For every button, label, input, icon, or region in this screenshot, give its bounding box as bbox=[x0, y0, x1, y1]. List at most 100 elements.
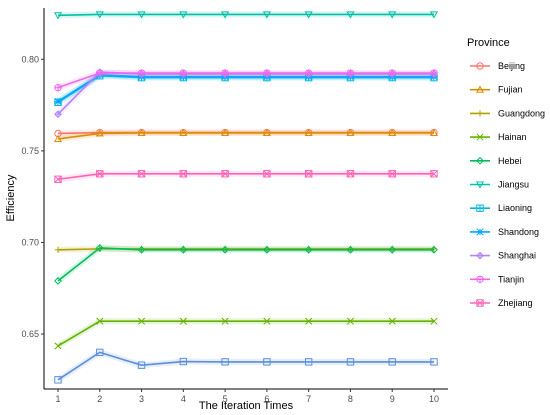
data-point bbox=[346, 11, 355, 19]
data-point bbox=[54, 175, 62, 183]
y-tick-label: 0.80 bbox=[21, 54, 39, 64]
x-tick-label: 7 bbox=[306, 394, 311, 404]
data-point bbox=[137, 170, 146, 178]
y-tick-label: 0.65 bbox=[21, 329, 39, 339]
data-point bbox=[262, 11, 271, 19]
data-point bbox=[221, 317, 229, 325]
data-point bbox=[388, 245, 397, 254]
data-point bbox=[221, 170, 229, 178]
legend-key-marker bbox=[475, 181, 485, 189]
series-line bbox=[57, 72, 434, 89]
data-point bbox=[96, 170, 104, 178]
legend: Province Beijing Fujian Guangdong Hainan Heb… bbox=[467, 37, 545, 308]
data-point bbox=[95, 244, 104, 252]
data-point bbox=[262, 128, 271, 136]
data-point bbox=[137, 128, 146, 136]
data-point bbox=[346, 245, 355, 254]
data-point bbox=[221, 128, 230, 136]
series-hainan bbox=[54, 317, 438, 350]
data-point bbox=[221, 128, 230, 136]
series-line bbox=[57, 74, 434, 104]
legend-key-marker bbox=[476, 62, 484, 70]
data-point bbox=[346, 69, 355, 77]
data-point bbox=[429, 11, 439, 19]
series-hebei bbox=[54, 244, 438, 285]
data-point bbox=[221, 245, 230, 254]
y-axis-title: Efficiency bbox=[5, 174, 17, 221]
data-point bbox=[388, 358, 396, 366]
data-point bbox=[388, 245, 397, 254]
data-point bbox=[96, 348, 104, 357]
data-point bbox=[54, 83, 62, 92]
data-point bbox=[137, 245, 146, 254]
legend-label: Guangdong bbox=[498, 108, 545, 118]
data-point bbox=[262, 245, 271, 254]
x-tick-label: 10 bbox=[429, 394, 439, 404]
y-ticks: 0.65 0.70 0.75 0.80 bbox=[21, 54, 44, 339]
data-point bbox=[346, 170, 355, 178]
legend-item-jiangsu: Jiangsu bbox=[470, 180, 529, 190]
data-point bbox=[388, 69, 396, 77]
data-point bbox=[430, 317, 438, 325]
y-tick-label: 0.75 bbox=[21, 146, 39, 156]
data-point bbox=[430, 245, 438, 254]
series-unnamed bbox=[54, 348, 438, 384]
data-point bbox=[179, 69, 188, 77]
data-point bbox=[221, 11, 230, 19]
data-point bbox=[429, 128, 439, 136]
legend-label: Shanghai bbox=[498, 251, 536, 261]
data-point bbox=[53, 12, 63, 20]
series-line bbox=[57, 172, 434, 181]
data-point bbox=[346, 245, 355, 254]
data-point bbox=[304, 128, 313, 136]
data-point bbox=[137, 128, 146, 136]
data-point bbox=[54, 246, 62, 253]
x-axis-title: The Iteration Times bbox=[199, 400, 294, 412]
data-point bbox=[430, 358, 438, 366]
data-point bbox=[137, 11, 146, 19]
data-point bbox=[221, 358, 229, 366]
data-point bbox=[179, 128, 188, 136]
data-point bbox=[262, 245, 271, 254]
data-point bbox=[388, 11, 397, 19]
data-point bbox=[430, 358, 438, 366]
plot-area bbox=[53, 11, 439, 384]
data-point bbox=[304, 170, 313, 178]
data-point bbox=[95, 11, 104, 19]
series-line bbox=[57, 74, 434, 103]
legend-item-shanghai: Shanghai bbox=[470, 251, 536, 261]
legend-label: Shandong bbox=[498, 227, 539, 237]
data-point bbox=[137, 245, 146, 254]
data-point bbox=[137, 69, 146, 77]
x-tick-label: 2 bbox=[97, 394, 102, 404]
data-point bbox=[53, 134, 63, 143]
legend-key-marker bbox=[476, 299, 484, 307]
data-point bbox=[388, 358, 396, 366]
data-point bbox=[304, 358, 313, 366]
series-line bbox=[57, 132, 434, 140]
data-point bbox=[95, 129, 104, 137]
legend-key-marker bbox=[476, 228, 484, 236]
data-point bbox=[304, 69, 313, 77]
data-point bbox=[95, 11, 104, 19]
data-point bbox=[137, 361, 146, 369]
data-point bbox=[96, 170, 104, 178]
data-point bbox=[53, 134, 63, 143]
legend-key-marker bbox=[476, 110, 484, 117]
data-point bbox=[304, 245, 313, 254]
data-point bbox=[304, 128, 313, 136]
data-point bbox=[429, 11, 439, 19]
data-point bbox=[138, 317, 146, 325]
data-point bbox=[262, 128, 271, 136]
x-tick-label: 6 bbox=[264, 394, 269, 404]
legend-key-marker bbox=[475, 85, 485, 93]
data-point bbox=[430, 245, 438, 254]
data-point bbox=[305, 317, 313, 325]
legend-item-liaoning: Liaoning bbox=[470, 203, 532, 213]
legend-key-marker bbox=[476, 251, 484, 260]
legend-label: Hainan bbox=[498, 132, 527, 142]
data-point bbox=[304, 11, 313, 19]
data-point bbox=[388, 170, 396, 178]
series-tianjin bbox=[54, 69, 438, 92]
x-tick-label: 9 bbox=[390, 394, 395, 404]
